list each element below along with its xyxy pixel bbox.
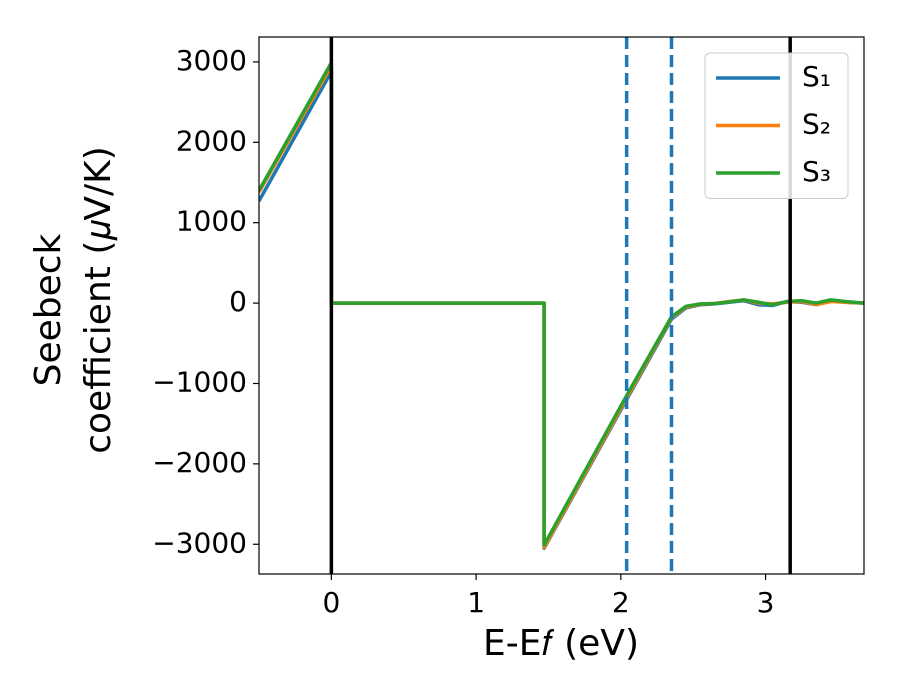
x-tick-label: 2 — [612, 586, 630, 619]
y-tick-label: −2000 — [152, 446, 247, 479]
legend: S₁ S₂ S₃ — [704, 52, 849, 199]
y-axis-label: coefficient (𝜇V/K) — [78, 146, 119, 454]
legend-label: S₁ — [802, 60, 831, 93]
plot-frame — [258, 36, 865, 575]
x-tick-label: 0 — [322, 586, 340, 619]
x-axis-label: E-E𝑓 (eV) — [483, 623, 639, 664]
y-tick-label: −1000 — [152, 365, 247, 398]
y-tick-label: 3000 — [176, 44, 247, 77]
x-tick-label: 1 — [467, 586, 485, 619]
plot-area — [259, 37, 864, 574]
legend-label: S₃ — [802, 155, 831, 188]
x-tick-label: 3 — [757, 586, 775, 619]
y-tick-label: 2000 — [176, 124, 247, 157]
legend-label: S₂ — [802, 108, 831, 141]
y-axis-label: Seebeck — [28, 233, 69, 386]
y-tick-label: 1000 — [176, 205, 247, 238]
y-tick-label: −3000 — [152, 526, 247, 559]
y-tick-label: 0 — [229, 285, 247, 318]
series-line — [259, 60, 864, 547]
